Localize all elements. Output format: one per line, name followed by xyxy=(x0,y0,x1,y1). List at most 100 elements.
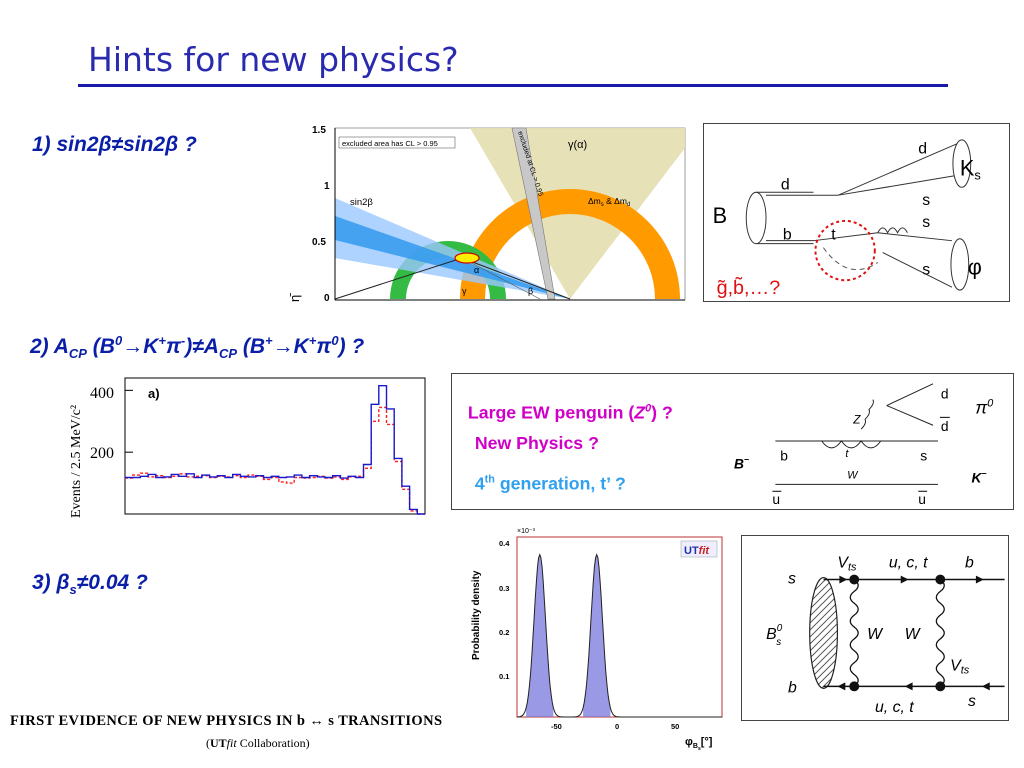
b-to-phi-ks-diagram: B Ks φ d d b t s s s g̃,b̃,…? xyxy=(703,123,1010,302)
hint-acp-sub: CP xyxy=(68,346,87,362)
vts-right-label: Vts xyxy=(950,658,970,677)
hint-beta-s-part: 3) β xyxy=(32,571,70,594)
y-tick-label: 0.3 xyxy=(499,584,509,593)
hint-acp-sup: 0 xyxy=(331,333,339,348)
quark-ubar: u xyxy=(772,492,780,507)
large-ew-penguin-text: Large EW penguin (Z0) ? xyxy=(468,402,673,422)
y-tick-label: 0.4 xyxy=(499,539,510,548)
alpha-label: α xyxy=(474,265,479,275)
pi0-label: π0 xyxy=(975,397,993,417)
gamma-label: γ xyxy=(462,286,467,296)
quark-b-left: b xyxy=(788,679,797,696)
ew-penguin-box: Large EW penguin (Z0) ? New Physics ? 4t… xyxy=(451,373,1014,510)
collab-part: Collaboration) xyxy=(236,736,310,750)
x-tick-label: -50 xyxy=(551,722,562,731)
y-tick-label: 400 xyxy=(90,385,114,402)
y-tick-label: 0.2 xyxy=(499,628,509,637)
y-axis-label: Probability density xyxy=(471,570,482,660)
gamma-alpha-label: γ(α) xyxy=(568,139,587,151)
quark-t: t xyxy=(845,448,849,460)
quark-dbar: d xyxy=(941,419,949,434)
quark-ubar: u xyxy=(918,492,926,507)
slide-title: Hints for new physics? xyxy=(88,40,459,79)
bs-mixing-box-diagram: s b B0 s Vts u, c, t b W W Vts u, c, t s xyxy=(741,535,1009,721)
histogram-red-series xyxy=(125,406,425,515)
k-minus-label: K− xyxy=(971,468,986,485)
hint-acp-sup: + xyxy=(265,333,273,348)
hint-sin2beta: 1) sin2β≠sin2β ? xyxy=(32,133,197,157)
bs-meson-label: B0 s xyxy=(766,623,783,648)
hint-beta-s: 3) βs≠0.04 ? xyxy=(32,571,148,597)
hint-acp-sup: + xyxy=(158,333,166,348)
hint-beta-s-sub: s xyxy=(69,582,77,598)
dm-label: Δms & Δmd xyxy=(588,196,630,208)
quark-s: s xyxy=(922,192,930,209)
fourth-generation-text: 4th generation, t’ ? xyxy=(475,473,626,493)
paper-title: FIRST EVIDENCE OF NEW PHYSICS IN b ↔ s T… xyxy=(10,713,443,729)
quark-s-right: s xyxy=(968,693,976,710)
density-fill xyxy=(526,554,611,717)
w-boson-label: W xyxy=(867,626,884,643)
scale-note: ×10⁻³ xyxy=(517,528,536,535)
quark-d: d xyxy=(781,176,790,193)
unitarity-triangle-plot: 1.5 1 0.5 0 η̄ excluded area has CL > 0.… xyxy=(290,125,686,304)
collab-ut: UT xyxy=(210,736,227,750)
quark-b: b xyxy=(780,449,788,464)
quark-d: d xyxy=(941,387,949,402)
quark-s: s xyxy=(922,261,930,278)
hint-acp-part: 2) A xyxy=(30,335,69,358)
utfit-probability-plot: 0.4 0.3 0.2 0.1 -50 0 50 ×10⁻³ Probabili… xyxy=(471,528,723,752)
y-axis-label: η̄ xyxy=(290,293,302,302)
phi-meson-label: φ xyxy=(968,254,982,279)
quark-b-right: b xyxy=(965,555,974,572)
hint-acp-part: ) ? xyxy=(338,335,365,358)
b-meson-label: B xyxy=(713,203,728,228)
hint-acp: 2) ACP (B0→K+π-)≠ACP (B+→K+π0) ? xyxy=(30,333,364,361)
hint-acp-sup: 0 xyxy=(114,333,123,348)
beta-label: β xyxy=(528,286,533,296)
y-tick-label: 1.5 xyxy=(312,125,326,136)
w-boson-label: W xyxy=(905,626,922,643)
w-boson-label: W xyxy=(847,469,859,481)
quark-b: b xyxy=(783,227,792,244)
hint-beta-s-part: ≠0.04 ? xyxy=(76,571,148,594)
collab-fit: fit xyxy=(226,736,237,750)
hint-acp-part: →K xyxy=(122,335,159,358)
y-tick-label: 0 xyxy=(324,293,330,304)
vts-top-label: Vts xyxy=(837,555,857,574)
y-tick-label: 0.1 xyxy=(499,672,509,681)
histogram-ticks xyxy=(125,389,133,453)
uct-bottom-label: u, c, t xyxy=(875,699,914,716)
hint-acp-part: π xyxy=(316,335,332,358)
b-minus-label: B− xyxy=(734,455,749,472)
new-physics-text: New Physics ? xyxy=(475,433,599,453)
y-axis-label: Events / 2.5 MeV/c² xyxy=(69,405,84,518)
hint-acp-part: π xyxy=(165,335,181,358)
z-boson-label: Z xyxy=(852,412,861,426)
hint-acp-sup: - xyxy=(180,333,186,348)
hint-acp-sup: + xyxy=(308,333,317,348)
hint-acp-part: )≠A xyxy=(185,335,219,358)
density-curve xyxy=(517,553,722,718)
y-tick-label: 200 xyxy=(90,445,114,462)
histogram-blue-series xyxy=(125,384,425,515)
quark-t: t xyxy=(831,227,836,244)
title-divider xyxy=(78,84,948,87)
np-candidates-label: g̃,b̃,…? xyxy=(717,276,781,299)
ks-meson-label: Ks xyxy=(960,155,981,182)
quark-s: s xyxy=(920,449,927,464)
paper-collaboration: (UTfit Collaboration) xyxy=(206,736,310,751)
hint-sin2beta-text: 1) sin2β≠sin2β ? xyxy=(32,133,197,156)
mass-histogram: a) 400 200 Events / 2.5 MeV/c² xyxy=(69,377,426,518)
panel-label: a) xyxy=(148,386,160,401)
x-tick-label: 50 xyxy=(671,722,679,731)
y-tick-label: 1 xyxy=(324,181,330,192)
legend-excluded: excluded area has CL > 0.95 xyxy=(342,139,438,148)
hint-acp-sub: CP xyxy=(218,346,238,362)
quark-d-top: d xyxy=(918,141,927,158)
x-tick-label: 0 xyxy=(615,722,619,731)
hint-acp-part: (B xyxy=(86,335,115,358)
x-axis-label: φBs[°] xyxy=(685,736,713,752)
quark-s: s xyxy=(922,214,930,231)
hint-acp-part: →K xyxy=(272,335,309,358)
